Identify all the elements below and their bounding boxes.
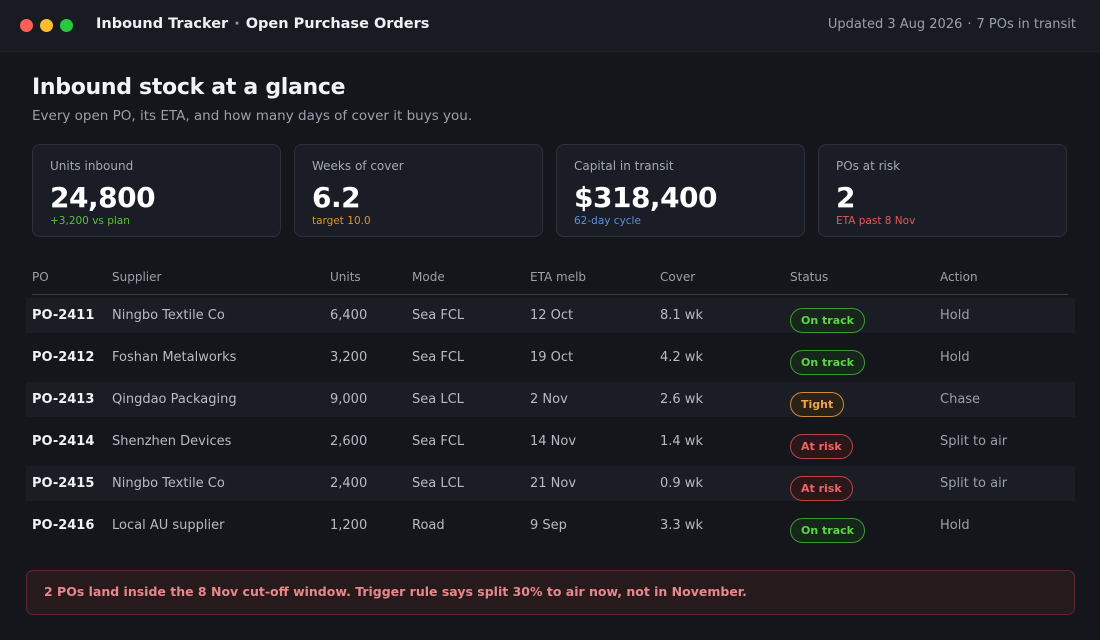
page-subtitle: Every open PO, its ETA, and how many day… — [32, 108, 473, 124]
kpi-note: ETA past 8 Nov — [836, 215, 916, 227]
column-header-action[interactable]: Action — [940, 270, 978, 284]
shipping-mode: Sea FCL — [412, 434, 465, 449]
column-header-mode[interactable]: Mode — [412, 270, 445, 284]
eta-date: 9 Sep — [530, 518, 567, 533]
shipping-mode: Sea LCL — [412, 392, 464, 407]
status-badge: Tight — [790, 392, 845, 417]
column-header-units[interactable]: Units — [330, 270, 361, 284]
eta-date: 14 Nov — [530, 434, 577, 449]
kpi-value: 2 — [836, 181, 855, 214]
kpi-label: Capital in transit — [574, 159, 674, 173]
status-badge: At risk — [790, 434, 853, 459]
kpi-card-capital-in-transit: Capital in transit $318,400 62-day cycle — [556, 144, 805, 237]
cover-weeks: 0.9 wk — [660, 476, 703, 491]
title-bar: Inbound Tracker · Open Purchase Orders Upd… — [0, 0, 1100, 52]
shipping-mode: Sea LCL — [412, 476, 464, 491]
kpi-label: POs at risk — [836, 159, 901, 173]
cover-weeks: 8.1 wk — [660, 308, 703, 323]
units-value: 6,400 — [330, 308, 368, 323]
action-link[interactable]: Chase — [940, 392, 981, 407]
cover-weeks: 3.3 wk — [660, 518, 703, 533]
close-window-button[interactable] — [20, 19, 33, 32]
kpi-note: 62-day cycle — [574, 215, 641, 227]
eta-date: 12 Oct — [530, 308, 574, 323]
status-badge: On track — [790, 350, 865, 375]
updated-timestamp: Updated 3 Aug 2026 — [827, 17, 963, 32]
units-value: 2,400 — [330, 476, 368, 491]
supplier-name: Local AU supplier — [112, 518, 225, 533]
view-name: Open Purchase Orders — [245, 16, 430, 32]
kpi-value: 24,800 — [50, 181, 156, 214]
units-value: 2,600 — [330, 434, 368, 449]
status-badge: On track — [790, 518, 865, 543]
update-meta: Updated 3 Aug 2026 · 7 POs in transit — [828, 17, 1076, 32]
units-value: 3,200 — [330, 350, 368, 365]
title-separator: · — [234, 16, 240, 32]
kpi-value: 6.2 — [312, 181, 361, 214]
po-number[interactable]: PO-2411 — [32, 308, 95, 323]
po-number[interactable]: PO-2416 — [32, 518, 95, 533]
status-badge: At risk — [790, 476, 853, 501]
units-value: 9,000 — [330, 392, 368, 407]
po-number[interactable]: PO-2413 — [32, 392, 95, 407]
supplier-name: Ningbo Textile Co — [112, 476, 225, 491]
kpi-card-units-inbound: Units inbound 24,800 +3,200 vs plan — [32, 144, 281, 237]
kpi-card-weeks-of-cover: Weeks of cover 6.2 target 10.0 — [294, 144, 543, 237]
maximize-window-button[interactable] — [60, 19, 73, 32]
column-header-eta[interactable]: ETA melb — [530, 270, 587, 284]
supplier-name: Qingdao Packaging — [112, 392, 237, 407]
kpi-label: Weeks of cover — [312, 159, 404, 173]
supplier-name: Shenzhen Devices — [112, 434, 232, 449]
action-link[interactable]: Split to air — [940, 434, 1008, 449]
shipping-mode: Road — [412, 518, 445, 533]
status-badge: On track — [790, 308, 865, 333]
table-header: PO Supplier Units Mode ETA melb Cover St… — [32, 262, 1068, 295]
app-name: Inbound Tracker — [96, 16, 229, 32]
page-title: Inbound stock at a glance — [32, 75, 346, 100]
kpi-value: $318,400 — [574, 181, 718, 214]
kpi-note: +3,200 vs plan — [50, 215, 130, 227]
action-link[interactable]: Split to air — [940, 476, 1008, 491]
table-row[interactable]: PO-2412 Foshan Metalworks 3,200 Sea FCL 19 O… — [26, 340, 1075, 375]
table-row[interactable]: PO-2413 Qingdao Packaging 9,000 Sea LCL 2 No… — [26, 382, 1075, 417]
cover-weeks: 2.6 wk — [660, 392, 703, 407]
column-header-cover[interactable]: Cover — [660, 270, 696, 284]
cover-weeks: 4.2 wk — [660, 350, 703, 365]
window-title: Inbound Tracker · Open Purchase Orders — [96, 16, 429, 32]
table-row[interactable]: PO-2415 Ningbo Textile Co 2,400 Sea LCL 21 N… — [26, 466, 1075, 501]
table-row[interactable]: PO-2411 Ningbo Textile Co 6,400 Sea FCL 12 O… — [26, 298, 1075, 333]
column-header-status[interactable]: Status — [790, 270, 829, 284]
shipping-mode: Sea FCL — [412, 350, 465, 365]
in-transit-count: 7 POs in transit — [976, 17, 1077, 32]
alert-banner-text: 2 POs land inside the 8 Nov cut-off wind… — [44, 584, 747, 599]
po-number[interactable]: PO-2415 — [32, 476, 95, 491]
eta-date: 19 Oct — [530, 350, 574, 365]
kpi-note: target 10.0 — [312, 215, 371, 227]
shipping-mode: Sea FCL — [412, 308, 465, 323]
action-link[interactable]: Hold — [940, 518, 970, 533]
eta-date: 2 Nov — [530, 392, 568, 407]
kpi-card-pos-at-risk: POs at risk 2 ETA past 8 Nov — [818, 144, 1067, 237]
supplier-name: Foshan Metalworks — [112, 350, 237, 365]
action-link[interactable]: Hold — [940, 308, 970, 323]
supplier-name: Ningbo Textile Co — [112, 308, 225, 323]
column-header-po[interactable]: PO — [32, 270, 49, 284]
table-row[interactable]: PO-2414 Shenzhen Devices 2,600 Sea FCL 14 No… — [26, 424, 1075, 459]
meta-separator: · — [967, 17, 972, 32]
alert-banner: 2 POs land inside the 8 Nov cut-off wind… — [26, 570, 1075, 615]
table-row[interactable]: PO-2416 Local AU supplier 1,200 Road 9 Sep 3.… — [26, 508, 1075, 543]
action-link[interactable]: Hold — [940, 350, 970, 365]
minimize-window-button[interactable] — [40, 19, 53, 32]
po-number[interactable]: PO-2412 — [32, 350, 95, 365]
column-header-supplier[interactable]: Supplier — [112, 270, 162, 284]
units-value: 1,200 — [330, 518, 368, 533]
eta-date: 21 Nov — [530, 476, 577, 491]
cover-weeks: 1.4 wk — [660, 434, 703, 449]
kpi-label: Units inbound — [50, 159, 134, 173]
po-number[interactable]: PO-2414 — [32, 434, 95, 449]
